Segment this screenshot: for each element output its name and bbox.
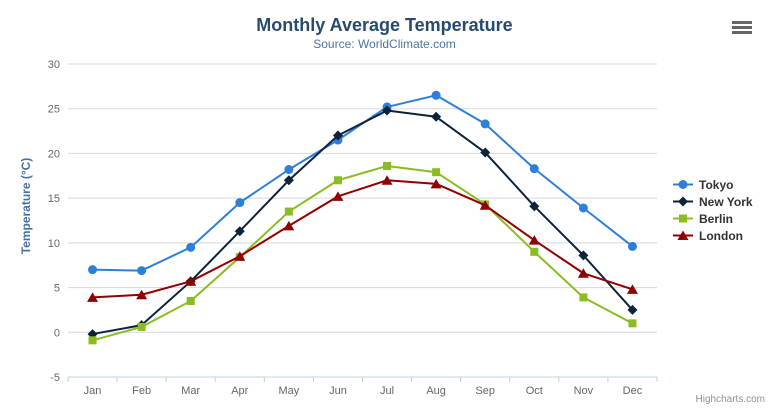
y-tick-label: 10 bbox=[48, 238, 60, 250]
legend-symbol-triangle-icon bbox=[673, 230, 693, 241]
data-point-london-feb[interactable] bbox=[136, 289, 148, 300]
data-point-berlin-mar[interactable] bbox=[186, 296, 195, 305]
x-tick-label: Aug bbox=[426, 385, 446, 397]
y-tick-label: 0 bbox=[54, 327, 60, 339]
data-point-berlin-jul[interactable] bbox=[383, 161, 392, 170]
data-point-london-nov[interactable] bbox=[577, 268, 589, 278]
data-point-berlin-aug[interactable] bbox=[432, 168, 441, 177]
data-point-new-york-sep[interactable] bbox=[480, 147, 491, 158]
data-point-new-york-jun[interactable] bbox=[332, 130, 343, 141]
x-tick-label: Apr bbox=[231, 385, 248, 397]
legend-label: New York bbox=[699, 194, 753, 209]
x-tick-label: Feb bbox=[132, 385, 151, 397]
data-point-london-sep[interactable] bbox=[479, 200, 491, 210]
legend-symbol-marker[interactable] bbox=[679, 214, 687, 223]
data-point-tokyo-dec[interactable] bbox=[627, 241, 637, 251]
legend-label: Berlin bbox=[699, 211, 734, 226]
x-tick-label: Sep bbox=[475, 385, 495, 397]
data-point-berlin-jan[interactable] bbox=[88, 336, 97, 345]
chart-title: Monthly Average Temperature bbox=[256, 15, 513, 35]
legend-label: London bbox=[699, 228, 743, 243]
legend-symbol-marker[interactable] bbox=[677, 230, 689, 241]
data-point-berlin-dec[interactable] bbox=[628, 319, 637, 328]
data-point-berlin-feb[interactable] bbox=[137, 322, 146, 331]
series-london bbox=[87, 175, 638, 302]
y-tick-label: -5 bbox=[50, 372, 60, 384]
data-point-new-york-dec[interactable] bbox=[627, 304, 638, 315]
data-point-tokyo-may[interactable] bbox=[284, 165, 294, 175]
data-point-berlin-nov[interactable] bbox=[579, 293, 588, 302]
data-point-tokyo-aug[interactable] bbox=[431, 90, 441, 100]
data-point-tokyo-apr[interactable] bbox=[235, 198, 245, 208]
data-point-london-dec[interactable] bbox=[626, 284, 638, 294]
data-point-london-apr[interactable] bbox=[234, 251, 246, 261]
x-tick-label: Jun bbox=[329, 385, 347, 397]
y-tick-label: 15 bbox=[48, 193, 60, 205]
x-tick-label: Nov bbox=[574, 385, 594, 397]
export-menu-button[interactable] bbox=[730, 17, 754, 37]
legend-symbol-square-icon bbox=[673, 214, 693, 223]
hamburger-icon bbox=[732, 30, 752, 34]
data-point-new-york-oct[interactable] bbox=[529, 201, 540, 212]
x-tick-label: Dec bbox=[623, 385, 643, 397]
data-point-tokyo-jan[interactable] bbox=[88, 265, 98, 275]
data-point-london-jun[interactable] bbox=[332, 191, 344, 201]
data-point-new-york-may[interactable] bbox=[283, 175, 294, 186]
series-line-berlin[interactable] bbox=[92, 164, 633, 342]
data-point-new-york-nov[interactable] bbox=[578, 250, 589, 261]
data-point-tokyo-oct[interactable] bbox=[529, 164, 539, 174]
y-tick-label: 5 bbox=[54, 283, 60, 295]
series-new-york bbox=[87, 105, 638, 340]
legend-label: Tokyo bbox=[699, 177, 734, 192]
data-point-london-may[interactable] bbox=[283, 220, 295, 231]
data-point-tokyo-feb[interactable] bbox=[137, 266, 147, 276]
data-point-london-aug[interactable] bbox=[430, 178, 442, 189]
credits-link[interactable]: Highcharts.com bbox=[695, 394, 765, 405]
hamburger-icon bbox=[732, 25, 752, 29]
legend-symbol-diamond-icon bbox=[673, 196, 693, 207]
y-tick-label: 25 bbox=[48, 104, 60, 116]
data-point-berlin-oct[interactable] bbox=[530, 247, 539, 256]
series-line-london[interactable] bbox=[92, 179, 633, 299]
data-point-berlin-may[interactable] bbox=[284, 207, 293, 216]
x-tick-label: Oct bbox=[526, 385, 543, 397]
data-point-new-york-aug[interactable] bbox=[431, 111, 442, 122]
data-point-london-jan[interactable] bbox=[87, 292, 99, 302]
legend-symbol-circle-icon bbox=[673, 180, 693, 189]
data-point-new-york-apr[interactable] bbox=[234, 226, 245, 237]
data-point-tokyo-mar[interactable] bbox=[186, 242, 196, 252]
chart-subtitle: Source: WorldClimate.com bbox=[313, 37, 456, 51]
series-tokyo bbox=[88, 90, 637, 276]
y-tick-label: 30 bbox=[48, 59, 60, 71]
legend-item-london[interactable]: London bbox=[672, 227, 753, 244]
series-line-tokyo[interactable] bbox=[92, 94, 634, 272]
x-tick-label: Mar bbox=[181, 385, 200, 397]
series-line-new-york[interactable] bbox=[92, 109, 634, 336]
legend-item-berlin[interactable]: Berlin bbox=[672, 210, 753, 227]
data-point-london-oct[interactable] bbox=[528, 235, 540, 245]
legend-symbol-marker[interactable] bbox=[678, 180, 688, 189]
x-tick-label: Jul bbox=[380, 385, 394, 397]
data-point-london-mar[interactable] bbox=[185, 276, 197, 286]
data-point-new-york-jul[interactable] bbox=[382, 105, 393, 116]
data-point-tokyo-sep[interactable] bbox=[480, 119, 490, 129]
legend-item-new-york[interactable]: New York bbox=[672, 193, 753, 210]
x-tick-label: Jan bbox=[84, 385, 102, 397]
x-tick-label: May bbox=[278, 385, 299, 397]
legend-item-tokyo[interactable]: Tokyo bbox=[672, 176, 753, 193]
legend-symbol-marker[interactable] bbox=[678, 196, 688, 207]
y-tick-label: 20 bbox=[48, 148, 60, 160]
hamburger-icon bbox=[732, 20, 752, 24]
data-point-berlin-jun[interactable] bbox=[333, 176, 342, 185]
legend: Tokyo New York Berlin London bbox=[672, 176, 753, 244]
data-point-tokyo-nov[interactable] bbox=[578, 203, 588, 213]
data-point-london-jul[interactable] bbox=[381, 175, 393, 185]
